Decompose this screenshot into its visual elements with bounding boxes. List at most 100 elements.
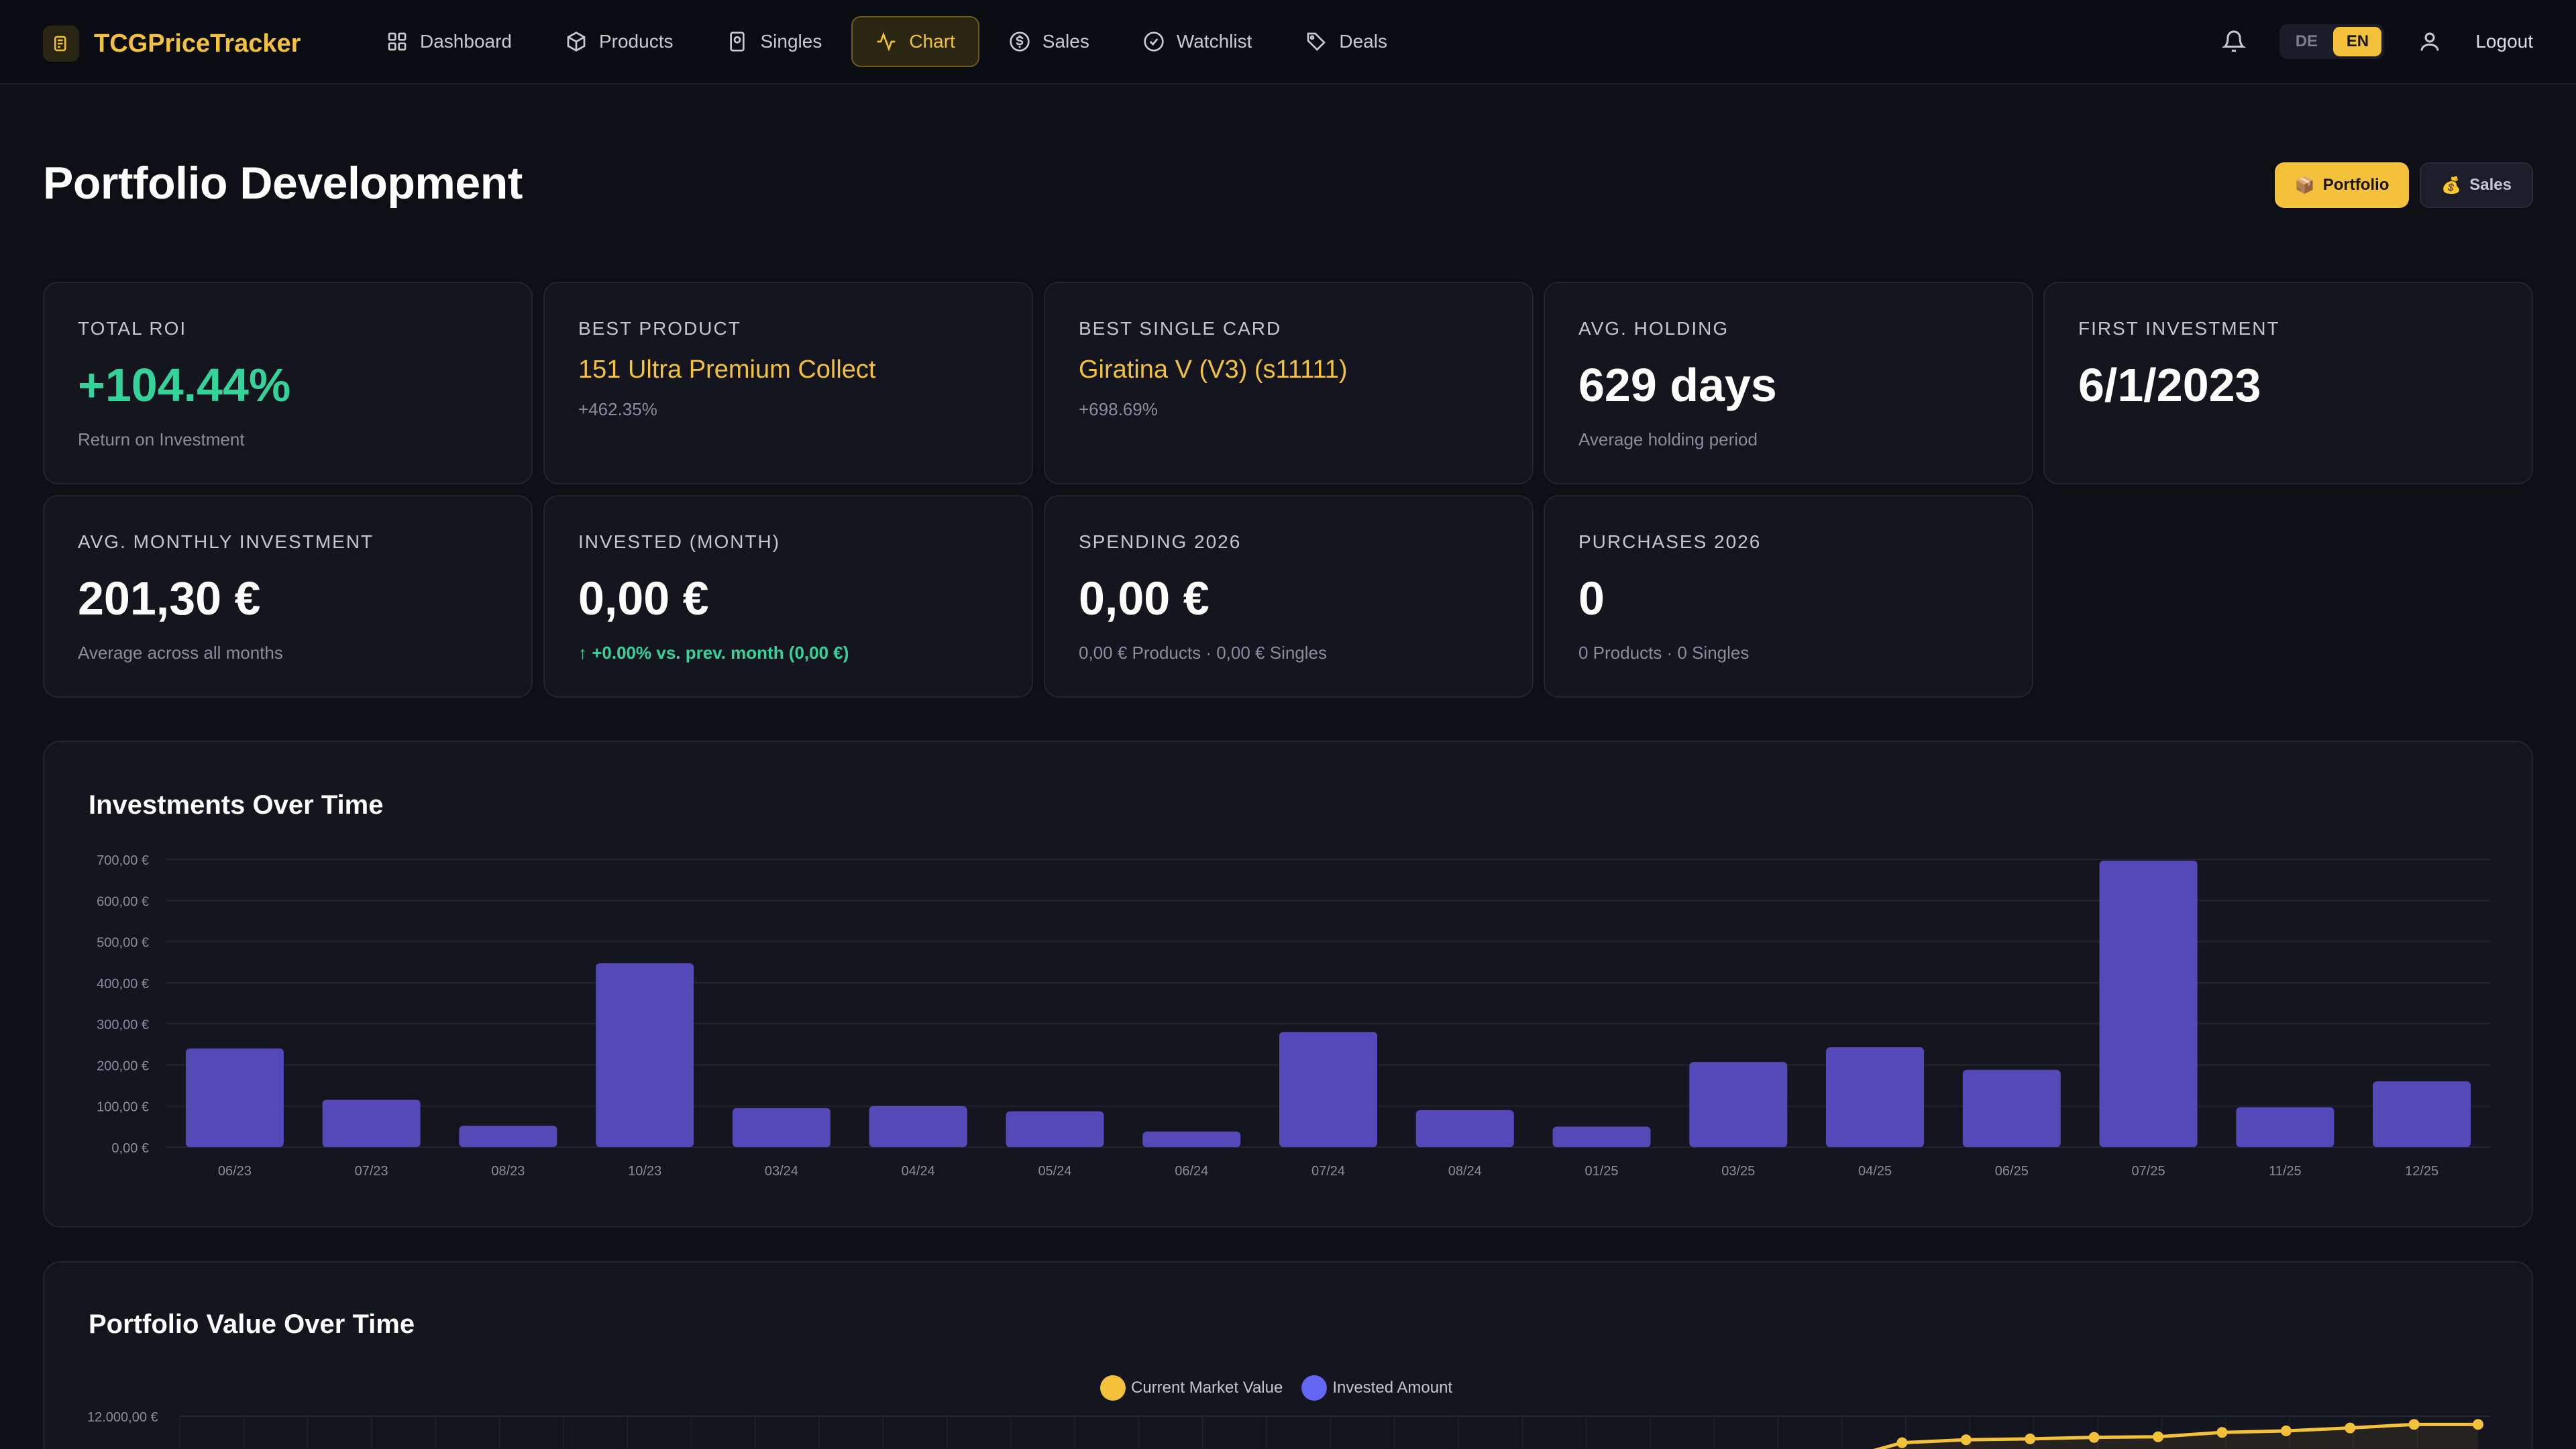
- nav-deals-label: Deals: [1339, 31, 1387, 52]
- legend-market-value[interactable]: Current Market Value: [1100, 1375, 1283, 1401]
- y-tick-label: 0,00 €: [111, 1141, 149, 1156]
- nav-right: DE EN Logout: [2215, 16, 2533, 67]
- logout-button[interactable]: Logout: [2475, 31, 2533, 52]
- avg-holding-label: AVG. HOLDING: [1578, 318, 1729, 339]
- x-tick-label: 07/25: [2132, 1164, 2165, 1179]
- best-single-card: BEST SINGLE CARD Giratina V (V3) (s11111…: [1044, 282, 1534, 484]
- bar-03/24[interactable]: [732, 1108, 830, 1147]
- total-roi-card: TOTAL ROI +104.44% Return on Investment: [43, 282, 533, 484]
- y-tick-label: 300,00 €: [97, 1018, 149, 1032]
- best-single-value[interactable]: Giratina V (V3) (s11111): [1079, 356, 1348, 384]
- nav-sales-label: Sales: [1042, 31, 1089, 52]
- total-roi-value: +104.44%: [78, 359, 291, 411]
- bar-11/25[interactable]: [2236, 1107, 2334, 1147]
- bar-04/24[interactable]: [869, 1106, 967, 1147]
- bar-10/23[interactable]: [596, 963, 694, 1147]
- avg-holding-value: 629 days: [1578, 359, 1777, 411]
- x-tick-label: 08/24: [1448, 1164, 1482, 1179]
- notifications-button[interactable]: [2215, 23, 2253, 60]
- x-tick-label: 01/25: [1585, 1164, 1618, 1179]
- y-tick-label: 500,00 €: [97, 936, 149, 951]
- bar-01/25[interactable]: [1552, 1126, 1651, 1147]
- bar-05/24[interactable]: [1006, 1111, 1104, 1147]
- avg-holding-sub: Average holding period: [1578, 429, 1758, 449]
- profile-button[interactable]: [2411, 23, 2449, 60]
- spending-2026-value: 0,00 €: [1079, 572, 1210, 625]
- money-bag-icon: 💰: [2441, 176, 2462, 195]
- nav-watchlist-label: Watchlist: [1176, 31, 1252, 52]
- total-roi-label: TOTAL ROI: [78, 318, 187, 339]
- brand[interactable]: TCGPriceTracker: [43, 25, 301, 62]
- best-product-value[interactable]: 151 Ultra Premium Collect: [578, 356, 876, 384]
- legend-market-value-swatch: [1100, 1375, 1126, 1401]
- purchases-2026-label: PURCHASES 2026: [1578, 531, 1762, 552]
- language-toggle: DE EN: [2279, 24, 2385, 59]
- user-icon: [2420, 32, 2439, 51]
- legend-invested-label: Invested Amount: [1332, 1379, 1453, 1397]
- x-tick-label: 05/24: [1038, 1164, 1071, 1179]
- invested-month-card: INVESTED (MONTH) 0,00 € ↑ +0.00% vs. pre…: [543, 495, 1033, 698]
- total-roi-sub: Return on Investment: [78, 429, 245, 449]
- nav-links: Dashboard Products Singles Chart Sales W…: [362, 16, 1411, 67]
- bar-04/25[interactable]: [1826, 1047, 1925, 1147]
- card-stack-icon: [43, 25, 79, 62]
- bar-07/23[interactable]: [322, 1099, 421, 1147]
- x-tick-label: 03/24: [765, 1164, 798, 1179]
- purchases-2026-card: PURCHASES 2026 0 0 Products · 0 Singles: [1544, 495, 2033, 698]
- avg-monthly-sub: Average across all months: [78, 643, 283, 663]
- nav-chart[interactable]: Chart: [851, 16, 979, 67]
- bar-03/25[interactable]: [1689, 1062, 1788, 1147]
- grid-icon: [388, 32, 407, 51]
- y-tick-label: 200,00 €: [97, 1059, 149, 1073]
- activity-icon: [877, 32, 896, 52]
- lang-en-button[interactable]: EN: [2333, 27, 2382, 56]
- sales-view-button[interactable]: 💰 Sales: [2420, 162, 2533, 208]
- bar-12/25[interactable]: [2373, 1081, 2471, 1147]
- lang-de-button[interactable]: DE: [2295, 32, 2318, 50]
- bar-07/24[interactable]: [1279, 1032, 1377, 1147]
- page-title: Portfolio Development: [43, 158, 523, 209]
- nav-products-label: Products: [598, 31, 674, 52]
- legend-invested-amount[interactable]: Invested Amount: [1301, 1375, 1452, 1401]
- bar-06/24[interactable]: [1142, 1131, 1241, 1147]
- x-tick-label: 06/24: [1175, 1164, 1208, 1179]
- best-product-label: BEST PRODUCT: [578, 318, 741, 339]
- investments-chart-title: Investments Over Time: [89, 790, 384, 820]
- nav-deals[interactable]: Deals: [1281, 16, 1411, 67]
- best-single-label: BEST SINGLE CARD: [1079, 318, 1282, 339]
- bar-07/25[interactable]: [2099, 860, 2198, 1147]
- x-tick-label: 11/25: [2269, 1164, 2302, 1179]
- y-tick-label: 600,00 €: [97, 894, 149, 909]
- bar-08/23[interactable]: [459, 1126, 557, 1147]
- invested-month-sub: ↑ +0.00% vs. prev. month (0,00 €): [578, 643, 849, 663]
- bar-06/23[interactable]: [185, 1048, 284, 1147]
- y-tick-label: 700,00 €: [97, 853, 149, 868]
- bar-08/24[interactable]: [1415, 1110, 1514, 1147]
- spending-2026-card: SPENDING 2026 0,00 € 0,00 € Products · 0…: [1044, 495, 1534, 698]
- avg-monthly-value: 201,30 €: [78, 572, 261, 625]
- y-tick-label: 100,00 €: [97, 1100, 149, 1115]
- spending-2026-sub: 0,00 € Products · 0,00 € Singles: [1079, 643, 1328, 663]
- legend-market-value-label: Current Market Value: [1131, 1379, 1283, 1397]
- x-tick-label: 07/23: [355, 1164, 388, 1179]
- nav-dashboard[interactable]: Dashboard: [362, 16, 536, 67]
- card-icon: [730, 32, 745, 52]
- nav-singles[interactable]: Singles: [702, 16, 846, 67]
- first-investment-label: FIRST INVESTMENT: [2078, 318, 2280, 339]
- nav-watchlist[interactable]: Watchlist: [1119, 16, 1277, 67]
- nav-products[interactable]: Products: [541, 16, 698, 67]
- nav-dashboard-label: Dashboard: [420, 31, 512, 52]
- portfolio-view-button[interactable]: 📦 Portfolio: [2274, 162, 2410, 208]
- legend-invested-swatch: [1301, 1375, 1328, 1401]
- x-tick-label: 06/23: [218, 1164, 252, 1179]
- best-product-sub: +462.35%: [578, 399, 657, 419]
- x-tick-label: 03/25: [1721, 1164, 1755, 1179]
- invested-month-label: INVESTED (MONTH): [578, 531, 781, 552]
- bar-06/25[interactable]: [1962, 1069, 2061, 1147]
- nav-sales[interactable]: Sales: [985, 16, 1114, 67]
- tag-icon: [1307, 32, 1326, 51]
- x-tick-label: 04/25: [1858, 1164, 1892, 1179]
- purchases-2026-value: 0: [1578, 572, 1605, 625]
- x-tick-label: 12/25: [2405, 1164, 2438, 1179]
